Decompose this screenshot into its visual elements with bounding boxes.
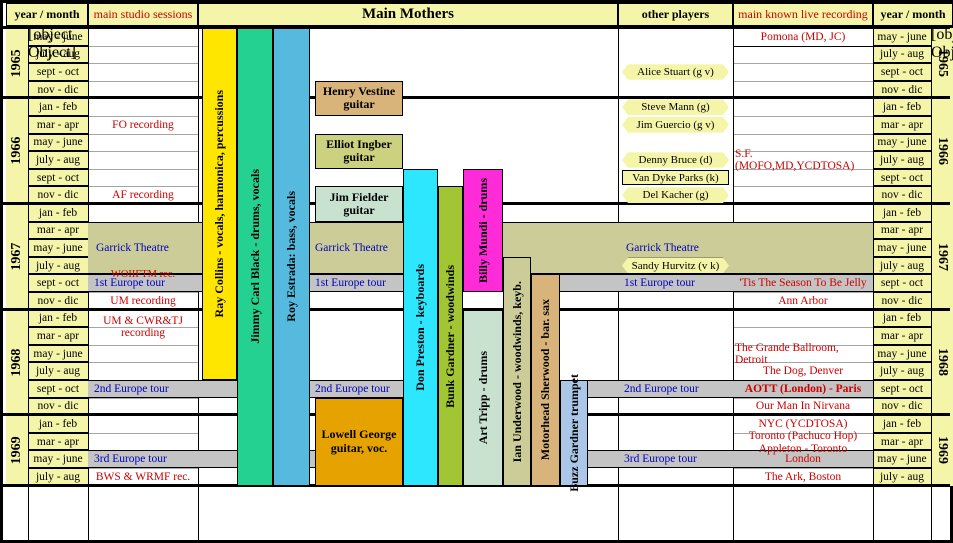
- musician-band: Jim Fielder guitar: [315, 186, 403, 221]
- studio-annotation: UM & CWR&TJ recording: [90, 310, 196, 345]
- musician-band: Jimmy Carl Black - drums, vocals: [237, 28, 273, 486]
- recording-annotation: The Dog, Denver: [735, 362, 871, 380]
- month-label-right: mar - apr: [873, 327, 931, 345]
- year-label-left: 1966: [6, 98, 28, 204]
- guest-player: Alice Stuart (g v): [622, 64, 729, 80]
- musician-band: Don Preston - keyboards: [403, 169, 438, 486]
- header-studio: main studio sessions: [88, 3, 198, 26]
- month-label-left: mar - apr: [28, 222, 88, 240]
- musician-band: Art Tripp - drums: [463, 310, 503, 486]
- year-label-left: 1965: [6, 28, 28, 98]
- header-other: other players: [618, 3, 733, 26]
- month-label-left: july - aug: [28, 362, 88, 380]
- musician-band: Elliot Ingber guitar: [315, 134, 403, 169]
- month-label-left: mar - apr: [28, 327, 88, 345]
- recording-annotation: London: [735, 450, 871, 468]
- month-label-left: jan - feb: [28, 415, 88, 433]
- guest-player: Van Dyke Parks (k): [622, 170, 729, 186]
- month-label-left: sept - oct: [28, 380, 88, 398]
- month-label-right: jan - feb: [873, 204, 931, 222]
- guest-player: Jim Guercio (g v): [622, 117, 729, 133]
- month-label-right: july - aug: [873, 46, 931, 64]
- recording-annotation: The Ark, Boston: [735, 468, 871, 486]
- month-label-right: jan - feb: [873, 98, 931, 116]
- year-label-right: 1969: [931, 415, 953, 485]
- musician-band: Ray Collins - vocals, harmonica, percuss…: [202, 28, 237, 380]
- month-label-left: july - aug: [28, 257, 88, 275]
- recording-annotation: 'Tis The Season To Be Jelly: [735, 274, 871, 292]
- guest-player: Denny Bruce (d): [622, 152, 729, 168]
- header-year-month-right: year / month: [873, 3, 953, 26]
- month-label-right: jan - feb: [873, 310, 931, 328]
- guest-player: Del Kacher (g): [622, 187, 729, 203]
- month-label-left: july - aug: [28, 151, 88, 169]
- studio-annotation: WOIIFTM rec.: [90, 266, 196, 284]
- month-label-left: sept - oct: [28, 63, 88, 81]
- musician-band: Ian Underwood - woodwinds, keyb.: [503, 257, 531, 486]
- year-label-right: 1968: [931, 310, 953, 416]
- musician-band: Henry Vestine guitar: [315, 81, 403, 116]
- month-label-left: sept - oct: [28, 274, 88, 292]
- musician-band: Bunk Gardner - woodwinds: [438, 186, 463, 485]
- musician-band: Billy Mundi - drums: [463, 169, 503, 292]
- month-label-right: jan - feb: [873, 415, 931, 433]
- guest-player: Steve Mann (g): [622, 99, 729, 115]
- header-rec: main known live recording: [733, 3, 873, 26]
- year-label-left: 1969: [6, 415, 28, 485]
- month-label-left: may - june: [28, 450, 88, 468]
- month-label-left: mar - apr: [28, 433, 88, 451]
- header-year-month-left: year / month: [6, 3, 88, 26]
- year-label-left: 1967: [6, 204, 28, 310]
- month-label-left: may - june: [28, 134, 88, 152]
- month-label-left: jan - feb: [28, 98, 88, 116]
- month-label-right: sept - oct: [873, 380, 931, 398]
- month-label-right: july - aug: [873, 151, 931, 169]
- month-label-left: sept - oct: [28, 169, 88, 187]
- month-label-right: sept - oct: [873, 274, 931, 292]
- musician-band: Buzz Gardner trumpet: [560, 380, 588, 486]
- month-label-right: mar - apr: [873, 433, 931, 451]
- recording-annotation: Our Man In Nirvana: [735, 398, 871, 416]
- month-label-right: mar - apr: [873, 222, 931, 240]
- header-main: Main Mothers: [198, 3, 618, 26]
- month-label-right: may - june: [873, 450, 931, 468]
- month-label-left: jan - feb: [28, 204, 88, 222]
- recording-annotation: Pomona (MD, JC): [735, 28, 871, 46]
- studio-annotation: AF recording: [90, 186, 196, 204]
- month-label-right: may - june: [873, 345, 931, 363]
- studio-annotation: BWS & WRMF rec.: [90, 468, 196, 486]
- month-label-right: sept - oct: [873, 63, 931, 81]
- guest-player: Sandy Hurvitz (v k): [622, 258, 729, 274]
- year-label-right: 1967: [931, 204, 953, 310]
- month-label-right: july - aug: [873, 257, 931, 275]
- month-label-right: may - june: [873, 28, 931, 46]
- month-label-left: may - june: [28, 345, 88, 363]
- studio-annotation: UM recording: [90, 292, 196, 310]
- recording-annotation: Ann Arbor: [735, 292, 871, 310]
- recording-annotation: S.F. (MOFO,MD,YCDTOSA): [735, 151, 871, 169]
- month-label-right: mar - apr: [873, 116, 931, 134]
- recording-annotation: AOTT (London) - Paris: [735, 380, 871, 398]
- year-label-left: 1968: [6, 310, 28, 416]
- musician-band: Roy Estrada: bass, vocals: [273, 28, 310, 486]
- year-label-right: 1966: [931, 98, 953, 204]
- month-label-right: may - june: [873, 239, 931, 257]
- recording-annotation: The Grande Ballroom, Detroit: [735, 345, 871, 363]
- musician-band: Lowell George guitar, voc.: [315, 398, 403, 486]
- musician-band: Motorhead Sherwood - bar. sax: [531, 274, 560, 485]
- month-label-left: may - june: [28, 239, 88, 257]
- month-label-left: jan - feb: [28, 310, 88, 328]
- month-label-right: july - aug: [873, 362, 931, 380]
- panel-separator: [873, 3, 874, 540]
- month-label-right: sept - oct: [873, 169, 931, 187]
- month-label-right: may - june: [873, 134, 931, 152]
- studio-annotation: FO recording: [90, 116, 196, 134]
- month-label-left: mar - apr: [28, 116, 88, 134]
- timeline-chart: year / monthmain studio sessionsMain Mot…: [0, 0, 953, 543]
